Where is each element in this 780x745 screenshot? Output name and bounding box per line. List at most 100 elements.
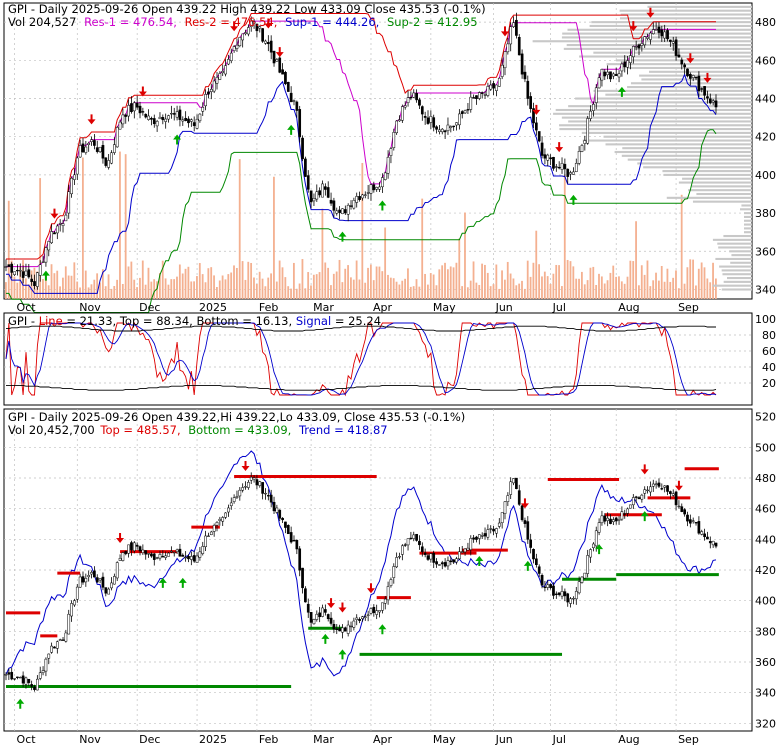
volume-bar bbox=[119, 151, 121, 299]
candle-body bbox=[306, 175, 310, 190]
candle-body bbox=[643, 489, 647, 494]
osc-top-label: Top = 88.34, bbox=[119, 314, 197, 328]
candle-body bbox=[98, 146, 102, 153]
volume-bar bbox=[361, 162, 364, 299]
candle-body bbox=[98, 578, 102, 581]
volume-bar bbox=[350, 277, 352, 299]
candle-body bbox=[326, 614, 330, 620]
candle-body bbox=[289, 532, 293, 543]
candle-body bbox=[446, 124, 450, 131]
candle-body bbox=[420, 106, 424, 115]
trend-y-axis: 520 500 480 460 440 420 400 380 360 340 320 bbox=[755, 411, 776, 731]
candle-body bbox=[61, 639, 65, 641]
volume-bar bbox=[258, 271, 261, 299]
candle-body bbox=[90, 572, 93, 575]
price-panel-vol-label: Vol 204,527 Res-1 = 476.54, Res-2 = 476.… bbox=[8, 15, 478, 29]
candle-body bbox=[495, 528, 498, 534]
candle-body bbox=[38, 672, 42, 679]
candle-body bbox=[275, 59, 279, 62]
candle-body bbox=[617, 73, 621, 78]
candle-body bbox=[503, 51, 507, 69]
volume-bar bbox=[227, 274, 230, 299]
candle-body bbox=[4, 266, 8, 268]
candle-body bbox=[400, 106, 404, 121]
candle-body bbox=[649, 486, 652, 493]
candle-body bbox=[523, 520, 527, 524]
volume-bar bbox=[332, 273, 335, 299]
candle-body bbox=[426, 117, 430, 124]
candle-body bbox=[660, 29, 664, 37]
profile-bar bbox=[639, 74, 752, 77]
profile-bar bbox=[579, 55, 752, 58]
volume-bar bbox=[663, 281, 666, 299]
volume-bar bbox=[526, 260, 529, 299]
support-1-line bbox=[6, 73, 717, 294]
candle-body bbox=[506, 43, 510, 53]
candle-body bbox=[381, 602, 384, 611]
candle-body bbox=[55, 641, 59, 649]
oscillator-title: GPI - Line = 21.33, Top = 88.34, Bottom … bbox=[8, 314, 381, 328]
candle-body bbox=[403, 105, 407, 108]
candle-body bbox=[44, 247, 48, 263]
volume-bar bbox=[110, 288, 113, 299]
candle-body bbox=[637, 497, 641, 500]
volume-bar bbox=[221, 275, 224, 299]
candle-body bbox=[449, 560, 453, 563]
volume-bar bbox=[412, 286, 415, 299]
oscillator-y-axis: 100 80 60 40 20 bbox=[755, 313, 776, 390]
volume-bar bbox=[466, 287, 469, 299]
candle-body bbox=[580, 145, 584, 152]
trend-y-tick: 400 bbox=[755, 595, 776, 608]
candle-body bbox=[147, 553, 150, 555]
volume-bar bbox=[341, 282, 344, 299]
candle-body bbox=[107, 160, 111, 168]
candle-body bbox=[178, 109, 182, 120]
candle-body bbox=[440, 562, 444, 565]
sell-arrow bbox=[500, 26, 509, 37]
candle-body bbox=[452, 125, 456, 128]
candle-body bbox=[406, 538, 410, 546]
volume-bar bbox=[367, 267, 369, 299]
candle-body bbox=[671, 41, 675, 44]
candle-body bbox=[389, 579, 393, 586]
candle-body bbox=[221, 71, 225, 74]
candle-body bbox=[152, 553, 156, 560]
volume-bar bbox=[395, 281, 398, 299]
candle-body bbox=[563, 163, 567, 170]
candle-body bbox=[264, 492, 267, 495]
profile-bar bbox=[666, 196, 752, 199]
candle-body bbox=[192, 555, 196, 562]
volume-bar bbox=[121, 283, 124, 299]
candle-body bbox=[669, 491, 672, 494]
candle-body bbox=[332, 200, 336, 211]
candle-body bbox=[560, 163, 564, 170]
candle-body bbox=[438, 129, 441, 132]
candle-body bbox=[110, 152, 113, 164]
candle-body bbox=[623, 61, 627, 68]
candle-body bbox=[272, 501, 276, 512]
candle-body bbox=[292, 540, 296, 542]
candle-body bbox=[503, 501, 507, 514]
vol-label: Vol 204,527 bbox=[8, 15, 76, 29]
candle-body bbox=[460, 111, 464, 115]
candle-body bbox=[546, 584, 550, 588]
candle-body bbox=[24, 677, 28, 685]
sell-arrow bbox=[50, 208, 59, 219]
candle-body bbox=[529, 96, 533, 109]
candle-body bbox=[84, 146, 88, 153]
candle-body bbox=[73, 174, 76, 180]
candle-body bbox=[324, 186, 327, 190]
volume-bar bbox=[39, 178, 42, 299]
candle-body bbox=[552, 585, 555, 596]
candle-body bbox=[594, 530, 598, 547]
volume-bar bbox=[552, 273, 555, 299]
candle-body bbox=[611, 519, 615, 522]
price-x-tick: Apr bbox=[373, 301, 393, 314]
candle-body bbox=[78, 576, 82, 588]
volume-bar bbox=[680, 194, 683, 299]
trend-y-tick: 340 bbox=[755, 687, 776, 700]
profile-bar bbox=[619, 17, 752, 20]
sell-arrow bbox=[138, 86, 147, 97]
volume-bar bbox=[153, 279, 156, 299]
